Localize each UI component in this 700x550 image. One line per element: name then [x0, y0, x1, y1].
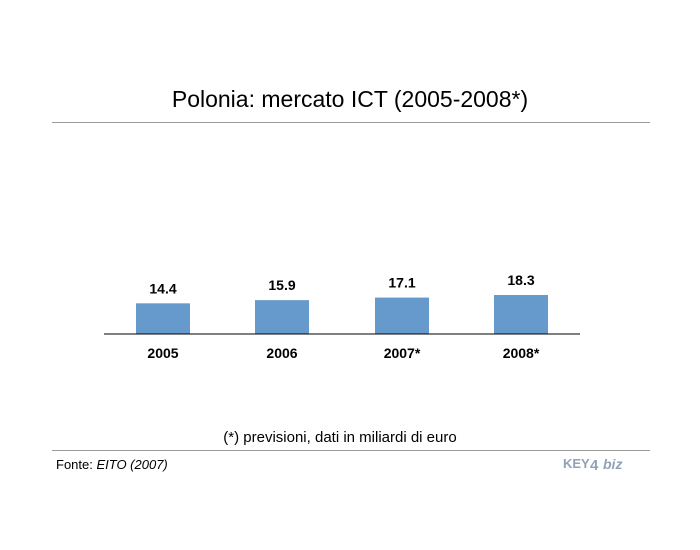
- x-tick-label: 2005: [147, 345, 178, 361]
- title-divider: [52, 122, 650, 123]
- bar-2006: [255, 300, 309, 334]
- x-tick-label: 2006: [266, 345, 297, 361]
- data-label: 17.1: [388, 275, 415, 291]
- source-label: Fonte:: [56, 457, 97, 472]
- chart-note: (*) previsioni, dati in miliardi di euro: [223, 429, 457, 446]
- x-tick-label: 2007*: [384, 345, 421, 361]
- x-tick-label: 2008*: [503, 345, 540, 361]
- source-value: EITO (2007): [96, 457, 168, 472]
- key4biz-logo: KEY 4 biz: [563, 456, 622, 474]
- logo-number-text: 4: [590, 457, 599, 474]
- data-label: 15.9: [268, 277, 295, 293]
- data-label: 18.3: [507, 272, 534, 288]
- logo-key-text: KEY: [563, 456, 590, 471]
- footer-divider: [52, 450, 650, 451]
- data-label: 14.4: [149, 280, 176, 296]
- bars-layer: [136, 295, 548, 334]
- bar-2008-forecast: [494, 295, 548, 334]
- source-line: Fonte: EITO (2007): [56, 457, 168, 472]
- labels-layer: 14.4 2005 15.9 2006 17.1 2007* 18.3 2008*: [147, 272, 539, 361]
- bar-2005: [136, 303, 190, 334]
- logo-biz-text: biz: [603, 456, 622, 472]
- page-title: Polonia: mercato ICT (2005-2008*): [171, 86, 529, 112]
- bar-2007-forecast: [375, 297, 429, 334]
